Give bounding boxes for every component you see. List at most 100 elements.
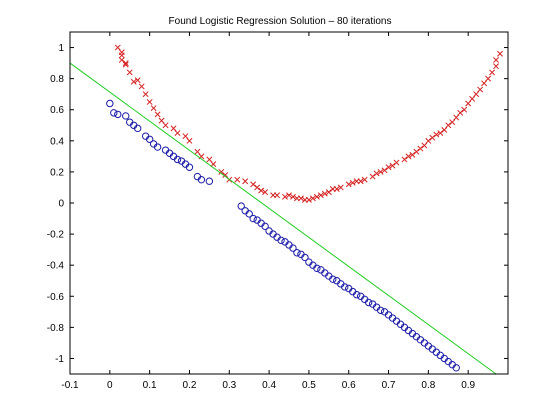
cross-point — [381, 167, 388, 174]
cross-point — [242, 178, 249, 185]
tick-labels: -0.1 0 0.1 0.2 0.3 0.4 0.5 0.6 0.7 0.8 0.9 -1 -0.8 -0… — [47, 43, 476, 391]
circle-point — [364, 298, 373, 307]
cross-point — [138, 83, 145, 90]
cross-point — [325, 189, 332, 196]
cross-point — [345, 181, 352, 188]
circle-point — [173, 155, 182, 164]
circle-point — [313, 264, 321, 272]
circle-point — [352, 291, 361, 299]
cross-point — [254, 184, 261, 191]
circle-point — [341, 283, 349, 291]
y-tick-label: 0 — [58, 199, 64, 210]
x-tick-label: 0.1 — [143, 380, 157, 391]
circle-point — [293, 249, 301, 257]
cross-point — [417, 145, 424, 152]
cross-point — [489, 69, 496, 76]
cross-point — [126, 69, 133, 76]
circle-point — [376, 306, 385, 314]
cross-point — [485, 75, 492, 82]
circle-point — [114, 110, 122, 119]
circle-point — [197, 175, 206, 184]
x-tick-label: 0.3 — [222, 380, 236, 391]
cross-point — [118, 52, 125, 59]
y-tick-label: 0.4 — [50, 136, 64, 147]
cross-point — [405, 153, 412, 160]
y-tick-label: -0.6 — [47, 292, 65, 303]
y-tick-label: 0.6 — [50, 105, 64, 116]
y-tick-label: -0.8 — [47, 323, 65, 334]
cross-point — [154, 111, 161, 118]
x-tick-label: 0.8 — [421, 380, 435, 391]
cross-point — [433, 131, 440, 138]
cross-point — [413, 148, 420, 155]
cross-point — [429, 134, 436, 141]
cross-point — [333, 186, 340, 192]
cross-point — [218, 168, 225, 175]
y-tick-label: 0.8 — [50, 74, 64, 85]
circle-point — [452, 364, 460, 372]
cross-point — [146, 99, 153, 105]
circle-point — [185, 163, 194, 171]
data-markers — [70, 44, 503, 374]
circle-point — [301, 253, 309, 262]
x-tick-label: -0.1 — [61, 380, 79, 391]
x-tick-label: 0 — [107, 380, 113, 391]
x-tick-label: 0.6 — [342, 380, 356, 391]
cross-point — [385, 164, 392, 171]
cross-point — [234, 176, 241, 183]
chart-title: Found Logistic Regression Solution – 80 … — [169, 16, 392, 27]
cross-point — [150, 105, 157, 112]
cross-point — [409, 151, 416, 158]
cross-point — [297, 195, 304, 202]
y-tick-label: 1 — [58, 43, 64, 54]
circle-point — [261, 222, 269, 231]
cross-point — [457, 109, 464, 116]
x-tick-label: 0.5 — [302, 380, 316, 391]
cross-point — [493, 57, 500, 63]
circle-point — [110, 109, 118, 117]
cross-point — [357, 178, 364, 185]
cross-point — [401, 156, 408, 163]
circle-point — [329, 275, 337, 283]
cross-point — [493, 63, 500, 70]
circle-point — [145, 135, 154, 143]
y-tick-label: -1 — [55, 354, 64, 365]
cross-point — [134, 77, 141, 84]
cross-point — [309, 195, 316, 202]
cross-point — [162, 122, 169, 129]
cross-point — [305, 196, 312, 203]
cross-point — [290, 193, 296, 200]
cross-point — [258, 187, 265, 194]
circle-point — [289, 244, 297, 252]
cross-point — [389, 162, 396, 169]
decision-boundary-line — [70, 62, 497, 374]
circle-point — [249, 214, 257, 223]
cross-point — [497, 50, 503, 57]
x-tick-label: 0.7 — [382, 380, 396, 391]
x-tick-label: 0.4 — [262, 380, 276, 391]
cross-point — [437, 130, 444, 136]
cross-point — [377, 168, 384, 175]
circle-point — [122, 112, 130, 120]
circle-point — [237, 202, 245, 210]
cross-point — [262, 189, 269, 196]
cross-point — [142, 91, 149, 98]
cross-point — [122, 61, 129, 68]
circle-point — [106, 99, 114, 108]
cross-point — [130, 78, 137, 85]
cross-point — [461, 106, 468, 113]
y-tick-label: -0.4 — [47, 261, 65, 272]
cross-point — [186, 137, 193, 144]
y-tick-label: 0.2 — [50, 167, 64, 178]
cross-point — [313, 193, 320, 200]
cross-point — [369, 173, 376, 180]
circle-point — [205, 177, 214, 185]
circle-point — [277, 236, 285, 245]
cross-point — [373, 170, 380, 177]
cross-point — [445, 122, 452, 129]
tick-marks — [69, 32, 508, 374]
cross-point — [286, 192, 292, 199]
cross-point — [250, 181, 257, 188]
